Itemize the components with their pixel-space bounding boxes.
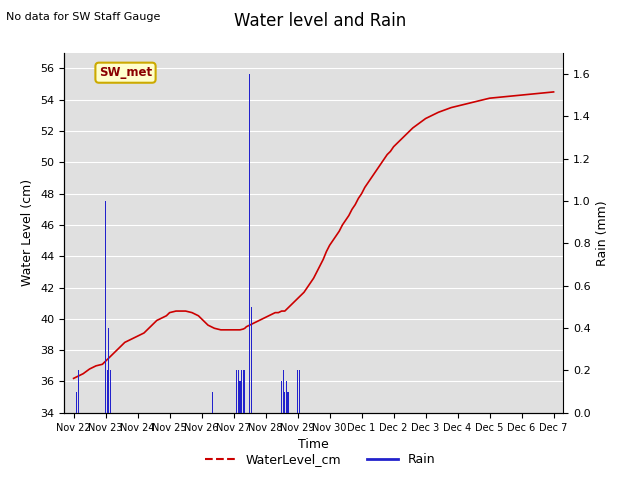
Bar xyxy=(251,307,252,413)
X-axis label: Time: Time xyxy=(298,438,329,451)
Bar xyxy=(76,392,77,413)
Bar xyxy=(238,371,239,413)
Text: SW_met: SW_met xyxy=(99,66,152,79)
Bar xyxy=(243,371,244,413)
Bar xyxy=(299,371,300,413)
Text: No data for SW Staff Gauge: No data for SW Staff Gauge xyxy=(6,12,161,22)
Text: Water level and Rain: Water level and Rain xyxy=(234,12,406,30)
Bar xyxy=(244,371,245,413)
Bar xyxy=(110,371,111,413)
Bar xyxy=(212,392,213,413)
Bar xyxy=(107,371,108,413)
Bar xyxy=(284,392,285,413)
Legend: WaterLevel_cm, Rain: WaterLevel_cm, Rain xyxy=(200,448,440,471)
Bar xyxy=(287,392,289,413)
Bar xyxy=(249,74,250,413)
Bar xyxy=(281,381,282,413)
Bar xyxy=(297,371,298,413)
Y-axis label: Water Level (cm): Water Level (cm) xyxy=(22,179,35,287)
Bar xyxy=(239,381,241,413)
Bar xyxy=(78,371,79,413)
Y-axis label: Rain (mm): Rain (mm) xyxy=(596,200,609,265)
Bar xyxy=(283,371,284,413)
Bar xyxy=(236,371,237,413)
Bar xyxy=(108,328,109,413)
Bar xyxy=(286,381,287,413)
Bar xyxy=(105,201,106,413)
Bar xyxy=(241,371,242,413)
